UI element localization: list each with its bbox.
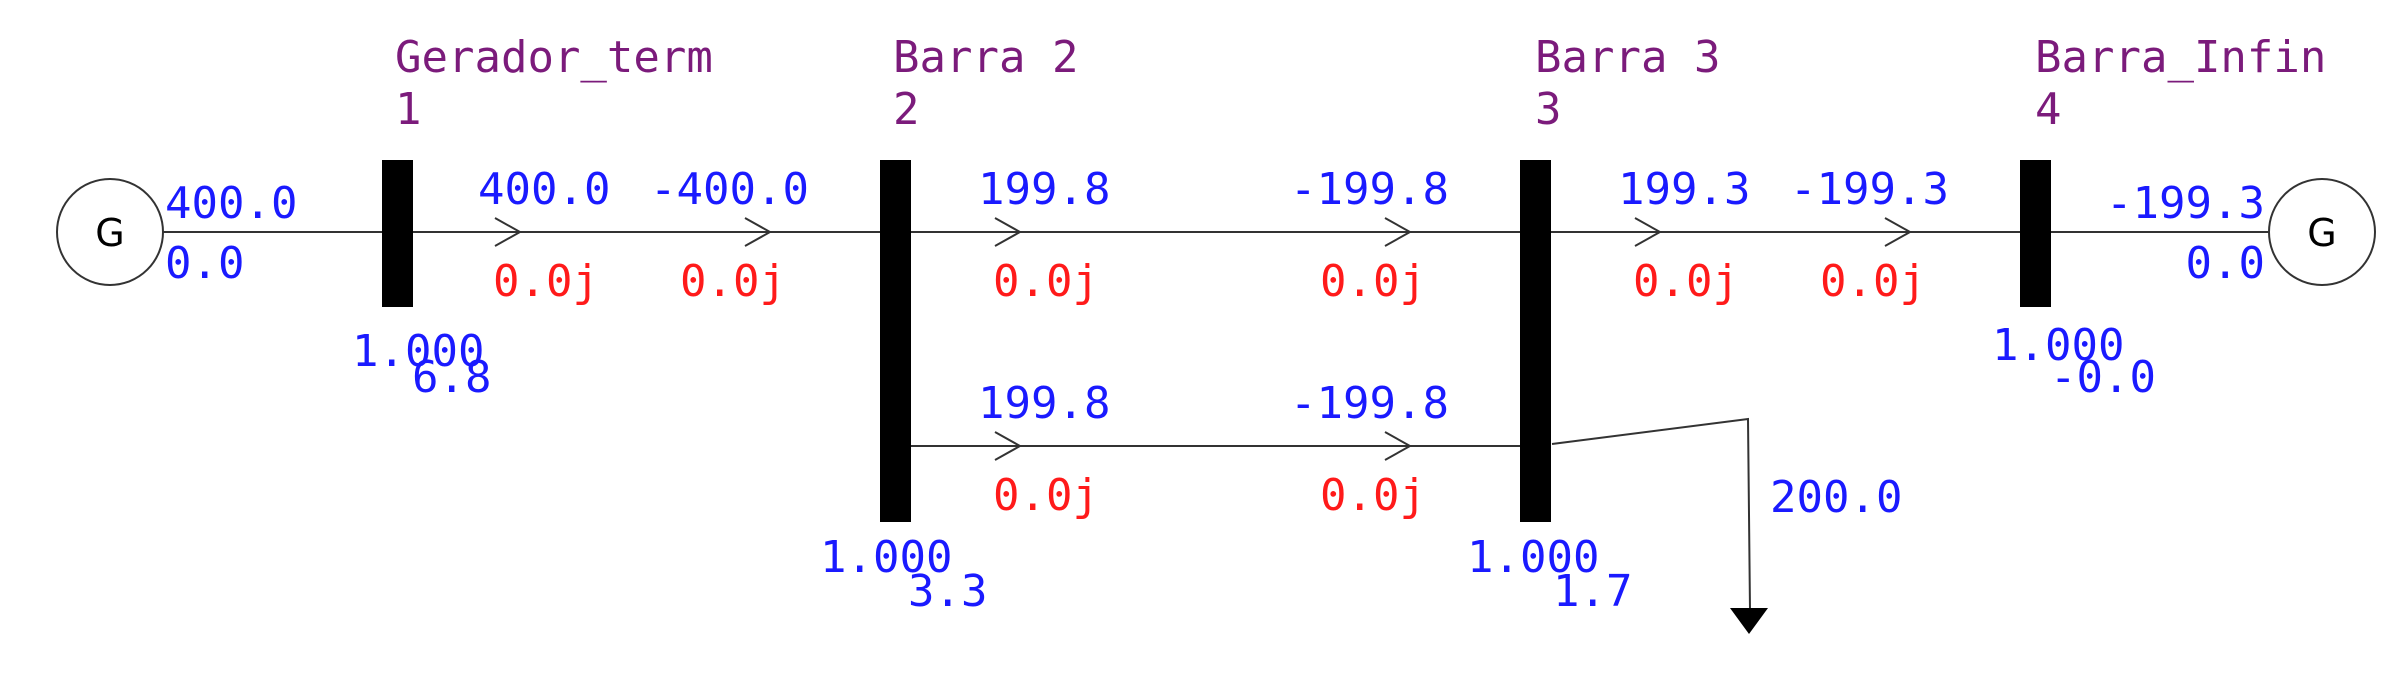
- bus-name: Gerador_term: [395, 32, 713, 83]
- branch-from-p: 400.0: [478, 164, 610, 215]
- bus-number: 1: [395, 84, 422, 135]
- generator-q: 0.0: [165, 238, 244, 289]
- bus-angle: 3.3: [908, 566, 987, 617]
- generator-outputs: 400.0 0.0 -199.3 0.0: [165, 178, 2265, 289]
- generator-1: G: [56, 178, 164, 286]
- branch-to-p: -199.8: [1290, 164, 1449, 215]
- branch-from-p: 199.8: [978, 378, 1110, 429]
- flow-arrow-icon: [1884, 217, 1913, 247]
- bus-number: 3: [1535, 84, 1562, 135]
- bus-4-bar: [2020, 160, 2051, 307]
- bus-angle: -0.0: [2050, 352, 2156, 403]
- branch-to-p: -199.3: [1790, 164, 1949, 215]
- bus-bars: [382, 160, 2051, 522]
- branch-2-3-lower-flows: 199.8 0.0j -199.8 0.0j: [978, 378, 1449, 521]
- flow-arrows: [494, 217, 1913, 461]
- bus-voltages: 1.000 6.8 1.000 3.3 1.000 1.7 1.000 -0.0: [352, 320, 2156, 617]
- flow-arrow-icon: [744, 217, 773, 247]
- bus-2-bar: [880, 160, 911, 522]
- bus-voltage: 1.000: [352, 326, 484, 377]
- branch-to-p: -400.0: [650, 164, 809, 215]
- branch-to-q: 0.0j: [1320, 470, 1426, 521]
- bus-number: 4: [2035, 84, 2062, 135]
- flow-arrow-icon: [1384, 431, 1413, 461]
- flow-arrow-icon: [1634, 217, 1663, 247]
- bus-number: 2: [893, 84, 920, 135]
- flow-arrow-icon: [494, 217, 523, 247]
- branch-3-4-flows: 199.3 0.0j -199.3 0.0j: [1618, 164, 1949, 307]
- branch-from-p: 199.3: [1618, 164, 1750, 215]
- bus-name: Barra_Infin: [2035, 32, 2326, 83]
- branch-from-q: 0.0j: [993, 470, 1099, 521]
- wiring: [163, 231, 2272, 611]
- bus-angle: 6.8: [412, 352, 491, 403]
- generator-icon: [2268, 178, 2376, 286]
- bus-3-bar: [1520, 160, 1551, 522]
- flow-arrow-icon: [994, 431, 1023, 461]
- bus-angle: 1.7: [1553, 566, 1632, 617]
- load-connection: [1551, 417, 1751, 611]
- branch-1-2-flows: 400.0 0.0j -400.0 0.0j: [478, 164, 809, 307]
- branch-to-q: 0.0j: [1320, 256, 1426, 307]
- branch-to-q: 0.0j: [680, 256, 786, 307]
- branch-from-p: 199.8: [978, 164, 1110, 215]
- generator-p: 400.0: [165, 178, 297, 229]
- generator-q: 0.0: [2186, 238, 2265, 289]
- generator-p: -199.3: [2106, 178, 2265, 229]
- bus-name: Barra 2: [893, 32, 1078, 83]
- branch-2-3-upper-flows: 199.8 0.0j -199.8 0.0j: [978, 164, 1449, 307]
- generator-symbol: G: [2307, 211, 2336, 255]
- branch-from-q: 0.0j: [993, 256, 1099, 307]
- bus-1-bar: [382, 160, 413, 307]
- bus-labels: Gerador_term 1 Barra 2 2 Barra 3 3 Barra…: [395, 32, 2326, 135]
- generator-icon: [56, 178, 164, 286]
- load-p: 200.0: [1770, 472, 1902, 523]
- branch-to-q: 0.0j: [1820, 256, 1926, 307]
- branch-from-q: 0.0j: [1633, 256, 1739, 307]
- generator-2: G: [2268, 178, 2376, 286]
- load-arrow-icon: [1730, 608, 1768, 634]
- flow-arrow-icon: [1384, 217, 1413, 247]
- bus-name: Barra 3: [1535, 32, 1720, 83]
- bus-voltage: 1.000: [820, 532, 952, 583]
- branch-from-q: 0.0j: [493, 256, 599, 307]
- flow-arrow-icon: [994, 217, 1023, 247]
- branch-to-p: -199.8: [1290, 378, 1449, 429]
- bus-voltage: 1.000: [1467, 532, 1599, 583]
- generator-symbol: G: [95, 211, 124, 255]
- bus-voltage: 1.000: [1992, 320, 2124, 371]
